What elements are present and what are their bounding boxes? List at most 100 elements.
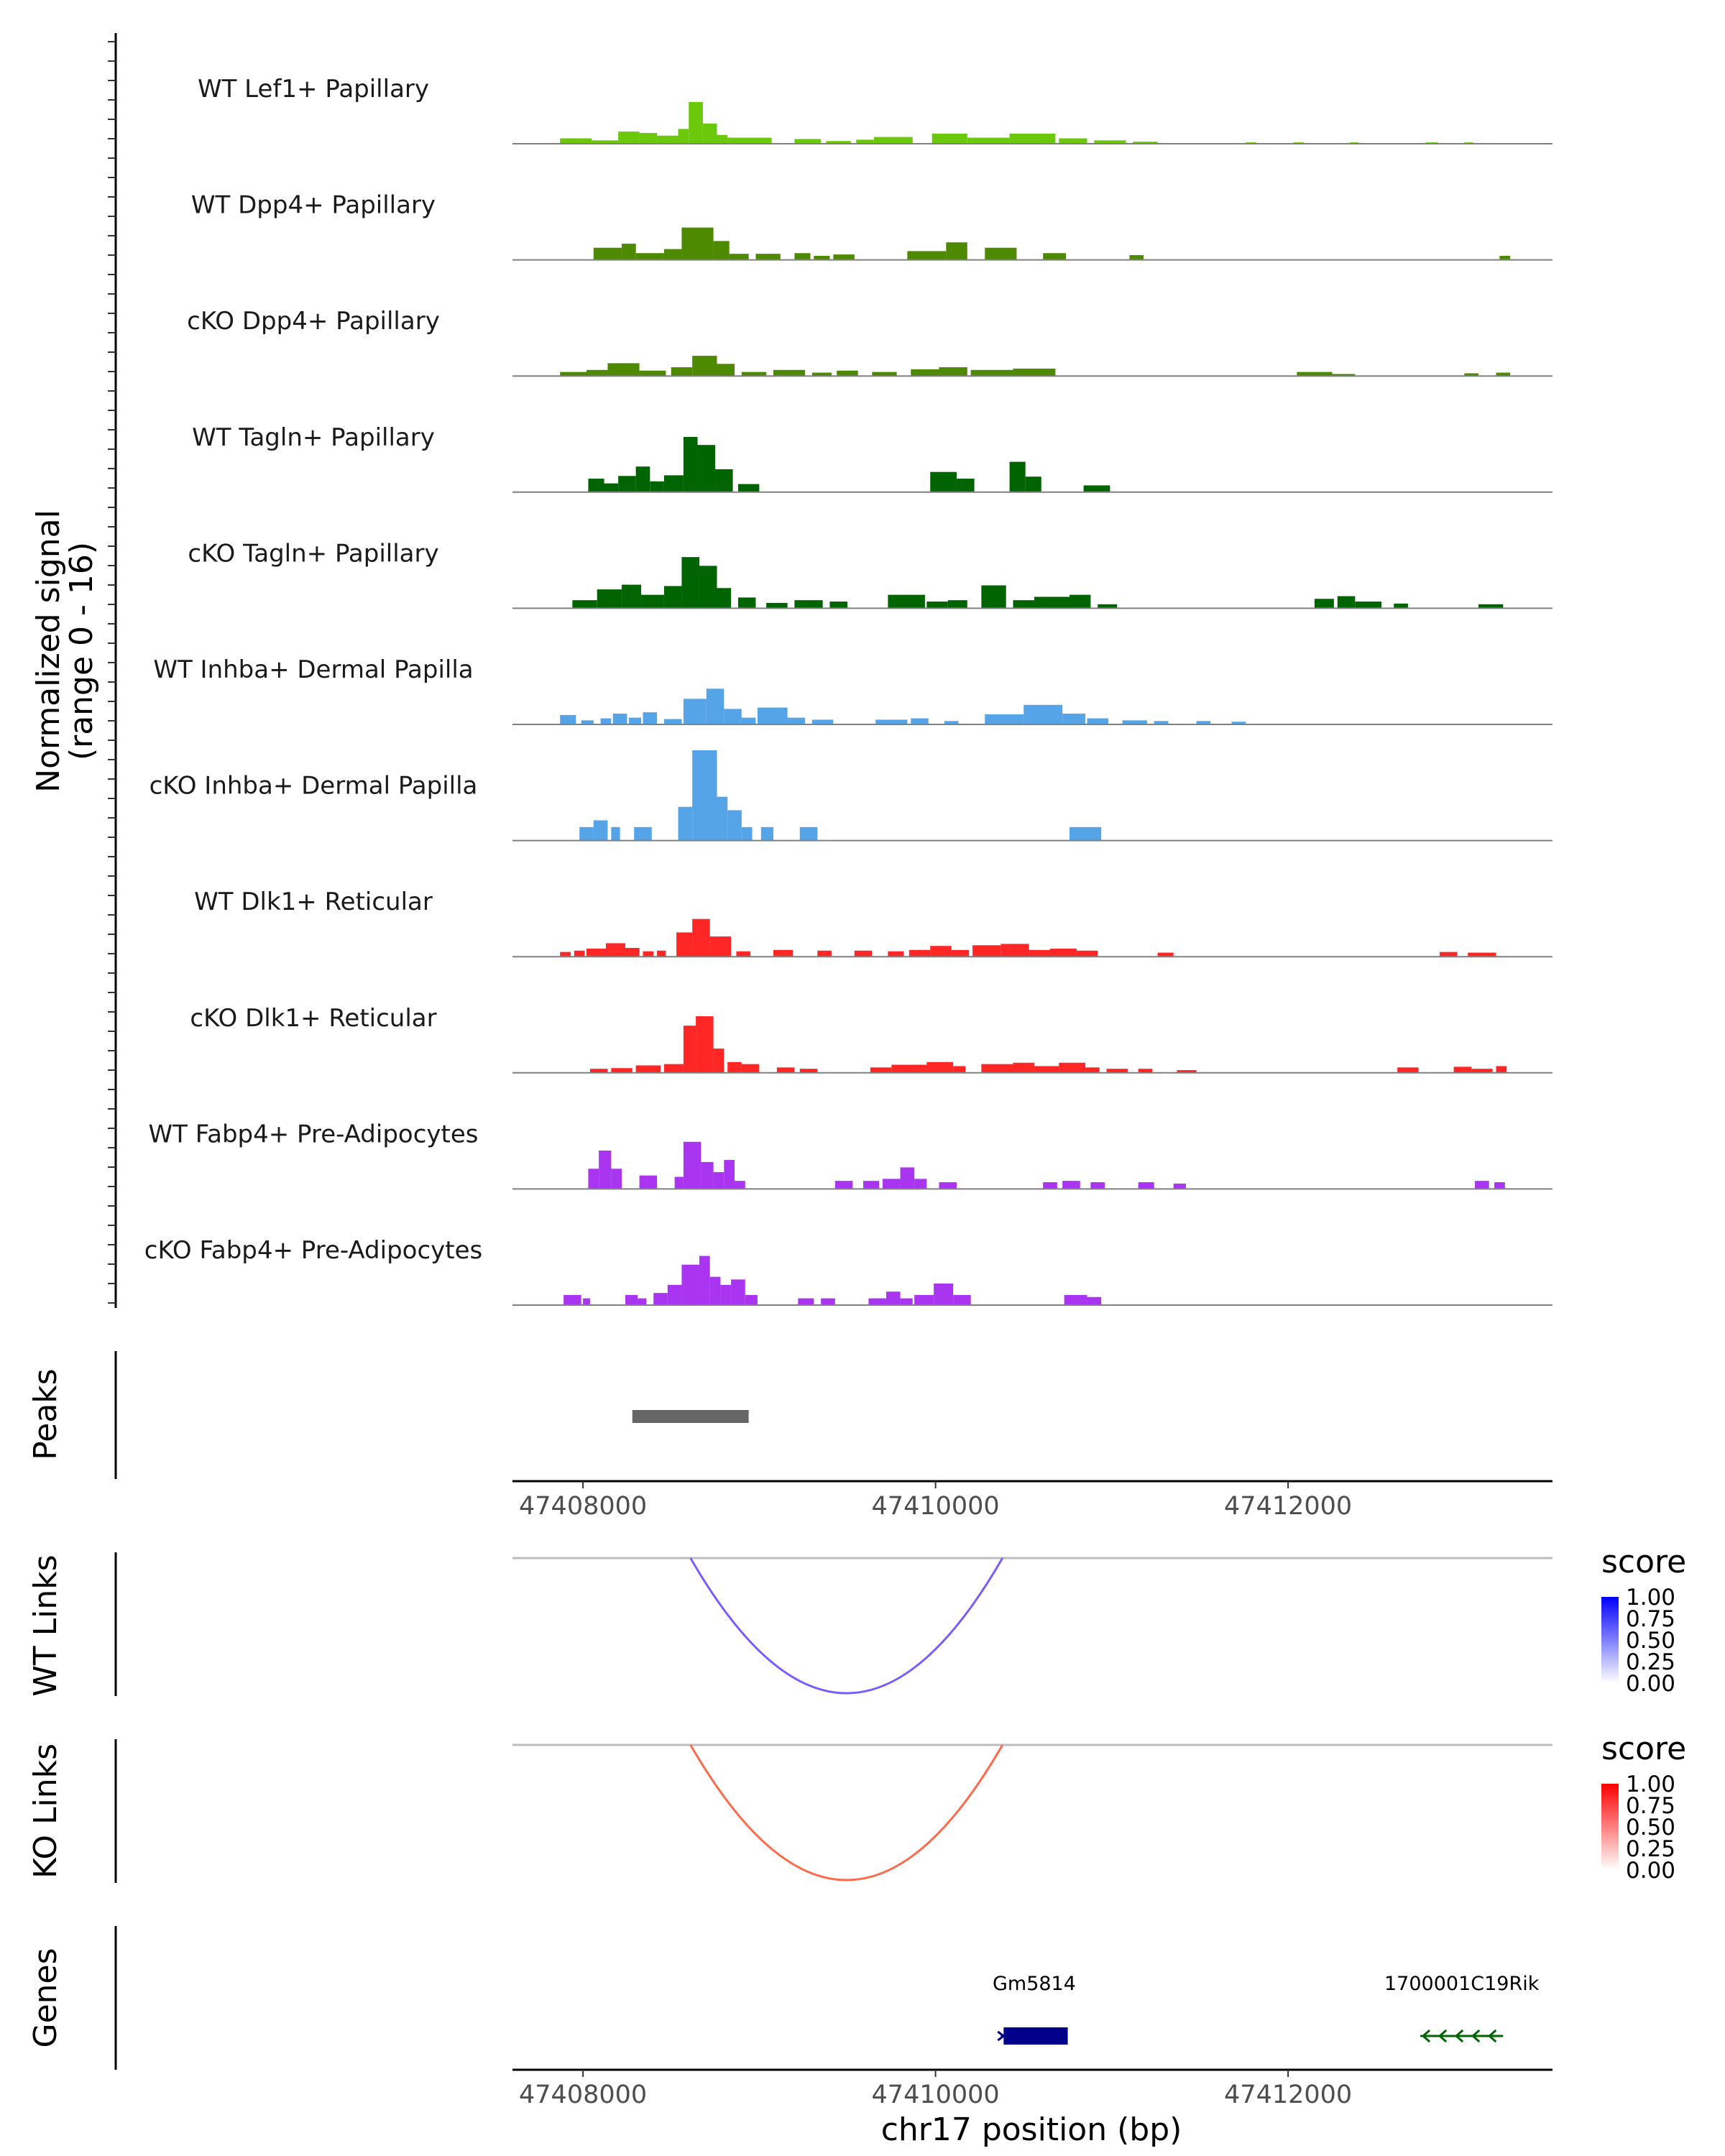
coverage-bar: [599, 1150, 612, 1189]
coverage-bar: [799, 826, 818, 841]
coverage-bar: [811, 372, 832, 377]
coverage-bar: [692, 918, 710, 957]
coverage-bar: [635, 253, 664, 260]
x-axis-title: chr17 position (bp): [881, 2111, 1182, 2148]
coverage-bar: [588, 1169, 599, 1189]
link-track-ko-links: score 1.000.750.500.250.00: [512, 1731, 1686, 1884]
coverage-bar: [1024, 704, 1063, 724]
gene-gm5814: Gm5814: [993, 1973, 1076, 2045]
coverage-bar: [1064, 1294, 1087, 1305]
coverage-bar: [653, 1293, 668, 1305]
coverage-bar: [560, 372, 587, 377]
coverage-bar: [817, 950, 832, 957]
legend-tick-label: 0.50: [1626, 1815, 1675, 1841]
coverage-bar: [572, 600, 597, 609]
coverage-bar: [625, 948, 640, 957]
coverage-bar: [678, 129, 689, 144]
coverage-bar: [868, 1298, 886, 1305]
coverage-bar: [826, 141, 851, 144]
coverage-bar: [741, 372, 767, 377]
coverage-y-subtitle: (range 0 - 16): [63, 542, 100, 760]
legend-title: score: [1601, 1731, 1686, 1767]
coverage-bar: [639, 370, 666, 377]
coverage-bar: [692, 356, 717, 377]
coverage-bar: [794, 139, 822, 144]
coverage-bar: [625, 1294, 638, 1305]
coverage-bar: [1034, 596, 1070, 609]
coverage-bar: [757, 707, 788, 724]
coverage-bar: [1062, 1181, 1080, 1189]
coverage-bar: [833, 254, 855, 260]
legend-tick-label: 1.00: [1626, 1772, 1675, 1797]
coverage-bar: [829, 602, 847, 609]
coverage-bar: [1154, 721, 1169, 724]
strand-arrow: [997, 2030, 1006, 2042]
genes-track: Gm5814 1700001C19Rik: [993, 1973, 1540, 2045]
track-label: WT Tagln+ Papillary: [192, 423, 435, 452]
coverage-bar: [1059, 138, 1087, 144]
coverage-bar: [1173, 1183, 1186, 1189]
legend-tick-label: 0.25: [1626, 1836, 1675, 1862]
coverage-bar: [741, 717, 756, 724]
link-arc: [689, 1744, 1004, 1881]
track-label: WT Dlk1+ Reticular: [194, 888, 433, 916]
x-axis-upper-ticks: 47408000 47410000 47412000: [519, 1481, 1352, 1521]
coverage-bar: [579, 826, 594, 841]
coverage-bar: [600, 718, 612, 724]
link-track-wt-links: score 1.000.750.500.250.00: [512, 1544, 1686, 1697]
coverage-bar: [618, 476, 636, 492]
coverage-bar: [911, 369, 939, 377]
legend-colorbar: [1601, 1784, 1619, 1870]
coverage-bar: [1009, 133, 1056, 144]
coverage-bar: [736, 951, 751, 957]
coverage-bar: [1337, 596, 1356, 609]
coverage-bar: [1085, 1067, 1100, 1073]
strand-arrow: [1471, 2029, 1481, 2043]
coverage-bar: [1231, 722, 1246, 724]
coverage-bar: [683, 1026, 696, 1073]
coverage-bar: [926, 1061, 954, 1073]
coverage-bar: [1397, 1067, 1419, 1073]
coverage-bar: [794, 600, 823, 609]
coverage-bar: [681, 557, 699, 609]
coverage-bar: [709, 936, 732, 957]
coverage-bar: [1468, 952, 1496, 957]
coverage-bar: [681, 227, 714, 260]
coverage-bar: [900, 1298, 913, 1305]
coverage-bar: [713, 241, 730, 260]
gene-exon: [1003, 2027, 1068, 2045]
x-lower-tick-label: 47408000: [519, 2081, 647, 2109]
coverage-bar: [944, 721, 959, 724]
track-label: WT Dpp4+ Papillary: [191, 191, 436, 220]
coverage-bar: [1090, 1182, 1105, 1189]
coverage-bar: [1499, 255, 1511, 260]
coverage-bar: [1009, 461, 1026, 492]
coverage-bar: [583, 1298, 590, 1305]
coverage-bar: [745, 1294, 758, 1305]
strand-arrow: [1488, 2029, 1497, 2043]
coverage-bar: [622, 244, 636, 260]
coverage-bar: [981, 1064, 1013, 1073]
coverage-bar: [799, 1069, 818, 1073]
coverage-bar: [678, 806, 693, 841]
coverage-bar: [1177, 1070, 1197, 1073]
track-wt-tagln-papillary: WT Tagln+ Papillary: [192, 423, 1552, 493]
coverage-bar: [798, 1298, 814, 1305]
coverage-bar: [907, 251, 947, 260]
coverage-bar: [908, 949, 931, 957]
track-label: cKO Inhba+ Dermal Papilla: [150, 772, 478, 801]
coverage-bar: [641, 594, 664, 609]
coverage-bar: [787, 717, 806, 724]
coverage-bar: [689, 101, 703, 144]
coverage-bar: [1496, 372, 1511, 377]
track-label: cKO Dpp4+ Papillary: [187, 307, 440, 336]
coverage-bar: [863, 1181, 880, 1189]
coverage-bar: [854, 950, 873, 957]
coverage-bar: [639, 133, 658, 144]
x-upper-tick-label: 47412000: [1224, 1492, 1352, 1521]
coverage-bar: [1013, 368, 1056, 377]
coverage-bar: [635, 466, 650, 492]
coverage-bar: [1070, 594, 1091, 609]
coverage-bar: [932, 133, 967, 144]
coverage-bar: [699, 1256, 710, 1305]
